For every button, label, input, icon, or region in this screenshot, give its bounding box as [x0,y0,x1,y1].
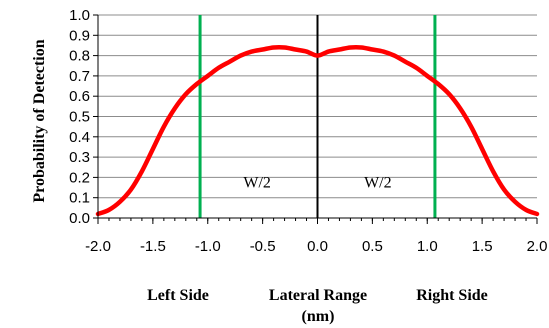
y-tick-label: 0.6 [69,88,90,105]
y-tick-label: 1.0 [69,7,90,24]
x-tick-label: -2.0 [85,238,111,255]
y-tick-label: 0.7 [69,68,90,85]
x-tick-label: 0.0 [307,238,328,255]
y-tick-labels: 0.0 0.1 0.2 0.3 0.4 0.5 0.6 0.7 0.8 0.9 1.0 [69,7,90,227]
x-tick-label: 1.0 [417,238,438,255]
y-tick-label: 0.5 [69,109,90,126]
y-tick-label: 0.3 [69,149,90,166]
x-tick-label: 1.5 [472,238,493,255]
gridlines [93,14,538,224]
y-tick-label: 0.4 [69,129,90,146]
vertical-reference-lines [198,15,437,218]
x-tick-labels: -2.0 -1.5 -1.0 -0.5 0.0 0.5 1.0 1.5 2.0 [85,238,547,255]
x-tick-label: -1.5 [140,238,166,255]
x-label-left-side: Left Side [147,287,209,304]
y-tick-label: 0.2 [69,169,90,186]
series-lines [95,44,540,217]
y-tick-label: 0.0 [69,210,90,227]
x-tick-label: -1.0 [195,238,221,255]
annotations: W/2 W/2 [243,174,391,191]
w-half-annotation: W/2 [243,174,271,191]
x-tick-label: -0.5 [250,238,276,255]
x-tick-label: 2.0 [527,238,548,255]
x-label-right-side: Right Side [416,287,488,304]
y-tick-label: 0.9 [69,27,90,44]
x-tick-label: 0.5 [362,238,383,255]
y-tick-label: 0.8 [69,48,90,65]
w-half-annotation: W/2 [364,174,392,191]
detection-curve [95,44,540,217]
x-axis-units-label: (nm) [302,308,335,325]
y-tick-label: 0.1 [69,190,90,207]
x-axis-label: Lateral Range [269,287,367,304]
y-axis-label: Probability of Detection [31,39,48,202]
